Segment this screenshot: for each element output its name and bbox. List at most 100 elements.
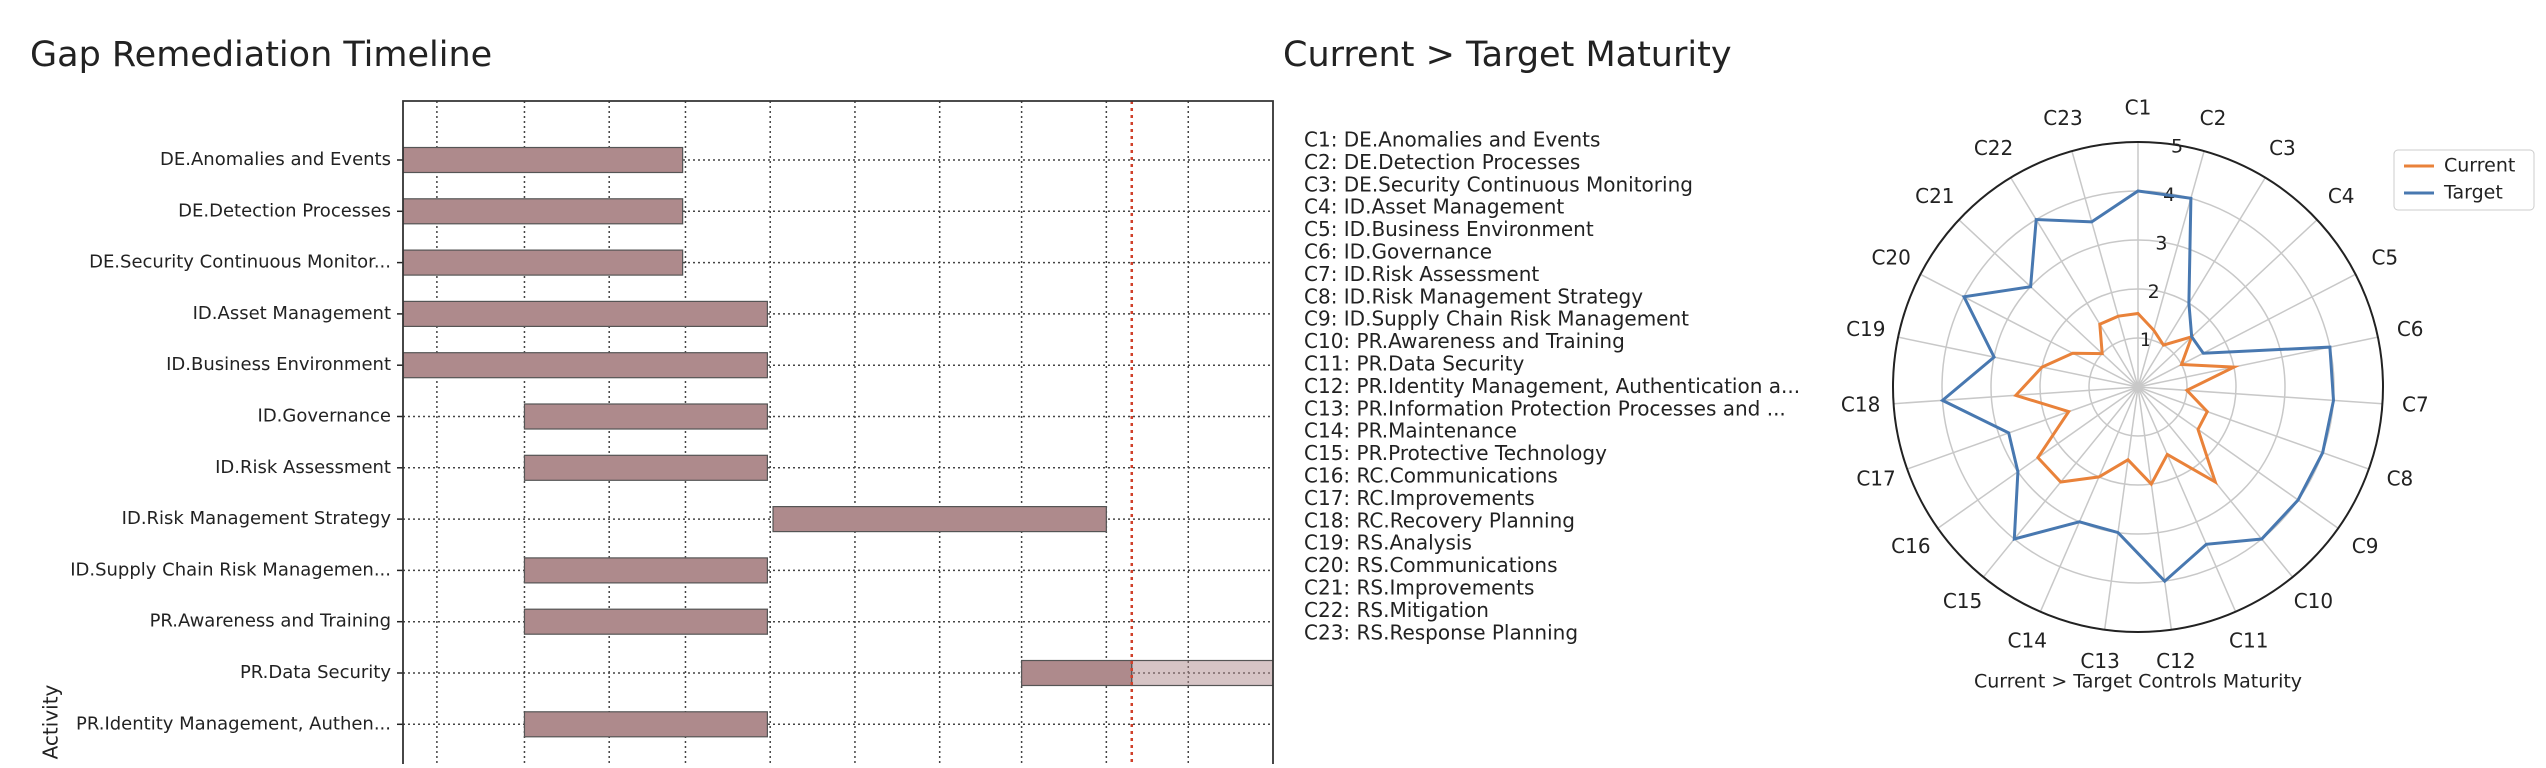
bar [403, 300, 768, 327]
grid-spoke [2137, 386, 2237, 613]
key-entry: C19: RS.Analysis [1304, 531, 1472, 555]
category-label: C21 [1915, 184, 1954, 208]
key-entry: C14: PR.Maintenance [1304, 419, 1517, 443]
category-label: C19 [1846, 317, 1885, 341]
key-entry: C17: RC.Improvements [1304, 486, 1535, 510]
bar [403, 352, 768, 379]
key-entry: C22: RS.Mitigation [1304, 598, 1489, 622]
category-label: C7 [2402, 392, 2429, 416]
y-tick-label: ID.Asset Management [193, 303, 391, 324]
category-label: C1 [2125, 96, 2152, 120]
category-label: C17 [1856, 467, 1895, 491]
grid-spoke [2137, 386, 2173, 630]
y-tick-label: DE.Security Continuous Monitor... [89, 252, 391, 273]
category-label: C14 [2008, 628, 2047, 652]
category-label: C20 [1871, 246, 1910, 270]
y-tick-label: PR.Identity Management, Authen... [76, 713, 391, 734]
grid-spoke [2010, 177, 2139, 388]
y-tick-label: PR.Awareness and Training [150, 611, 391, 632]
series-line [1939, 189, 2336, 584]
grid-spoke [2137, 386, 2339, 529]
bar [403, 146, 684, 174]
category-label: C9 [2352, 534, 2379, 558]
key-entry: C13: PR.Information Protection Processes… [1304, 396, 1786, 420]
y-tick-label: PR.Data Security [240, 662, 391, 683]
grid-spoke [2137, 273, 2356, 388]
grid-spoke [2137, 386, 2383, 405]
key-entry: C15: PR.Protective Technology [1304, 441, 1607, 465]
r-tick-label: 5 [2171, 136, 2183, 158]
key-entry: C7: ID.Risk Assessment [1304, 262, 1539, 286]
y-tick-label: DE.Anomalies and Events [160, 149, 391, 170]
grid-spoke [2137, 219, 2318, 388]
category-label: C18 [1841, 392, 1880, 416]
bar [403, 198, 684, 225]
category-label: C15 [1943, 589, 1982, 613]
key-entry: C18: RC.Recovery Planning [1304, 508, 1575, 532]
grid-spoke [2137, 336, 2379, 388]
key-entry: C21: RS.Improvements [1304, 576, 1534, 600]
grid-spoke [1906, 386, 2139, 470]
y-tick-label: ID.Governance [258, 406, 391, 427]
axis-frame [402, 100, 1274, 764]
bar-planned [1131, 659, 1273, 687]
grid-spoke [1920, 273, 2139, 388]
grid-spoke [2137, 386, 2370, 470]
y-tick-label: ID.Risk Management Strategy [122, 508, 392, 529]
y-tick-label: ID.Supply Chain Risk Managemen... [70, 559, 391, 580]
category-label: C2 [2200, 106, 2227, 130]
key-entry: C20: RS.Communications [1304, 553, 1558, 577]
key-entry: C16: RC.Communications [1304, 464, 1558, 488]
category-label: C10 [2294, 589, 2333, 613]
y-tick-label: ID.Risk Assessment [215, 457, 391, 478]
grid-spoke [2071, 150, 2139, 388]
r-tick-label: 2 [2148, 281, 2160, 303]
category-label: C13 [2080, 649, 2119, 673]
key-entry: C10: PR.Awareness and Training [1304, 329, 1625, 353]
bar [523, 711, 768, 738]
legend-label: Current [2444, 155, 2515, 177]
grid-spoke [2137, 177, 2266, 388]
grid-spoke [2103, 386, 2139, 630]
y-tick-label: ID.Business Environment [166, 354, 391, 375]
key-entry: C23: RS.Response Planning [1304, 620, 1578, 644]
category-label: C5 [2371, 246, 2398, 270]
r-tick-label: 1 [2140, 329, 2152, 351]
grid-spoke [2137, 150, 2205, 388]
bar [523, 557, 768, 584]
bar [772, 506, 1107, 533]
key-entry: C12: PR.Identity Management, Authenticat… [1304, 374, 1800, 398]
chart-title: Gap Remediation Timeline [30, 35, 492, 75]
category-label: C8 [2387, 467, 2414, 491]
radar-frame [1892, 141, 2384, 633]
category-label: C3 [2269, 136, 2296, 160]
category-label: C6 [2397, 317, 2424, 341]
bar [523, 403, 768, 430]
grid-spoke [2039, 386, 2139, 613]
key-entry: C9: ID.Supply Chain Risk Management [1304, 307, 1689, 331]
bar [403, 249, 684, 276]
y-tick-label: DE.Detection Processes [178, 200, 391, 221]
category-label: C22 [1974, 136, 2013, 160]
bar [1021, 659, 1133, 687]
legend-label: Target [2443, 182, 2503, 204]
y-axis-label: Activity [39, 684, 63, 759]
category-label: C16 [1891, 534, 1930, 558]
series-line [2013, 311, 2240, 487]
x-axis-label: Current > Target Controls Maturity [1974, 671, 2302, 693]
chart-title: Current > Target Maturity [1283, 35, 1732, 75]
grid-spoke [1958, 219, 2139, 388]
category-label: C4 [2328, 184, 2355, 208]
bar [523, 454, 768, 481]
key-entry: C8: ID.Risk Management Strategy [1304, 284, 1643, 308]
key-entry: C2: DE.Detection Processes [1304, 150, 1580, 174]
key-entry: C1: DE.Anomalies and Events [1304, 128, 1600, 152]
key-entry: C5: ID.Business Environment [1304, 217, 1594, 241]
key-entry: C4: ID.Asset Management [1304, 195, 1564, 219]
category-label: C11 [2229, 628, 2268, 652]
bar [523, 608, 768, 635]
r-tick-label: 3 [2155, 232, 2167, 254]
key-entry: C3: DE.Security Continuous Monitoring [1304, 172, 1693, 196]
key-entry: C11: PR.Data Security [1304, 352, 1525, 376]
